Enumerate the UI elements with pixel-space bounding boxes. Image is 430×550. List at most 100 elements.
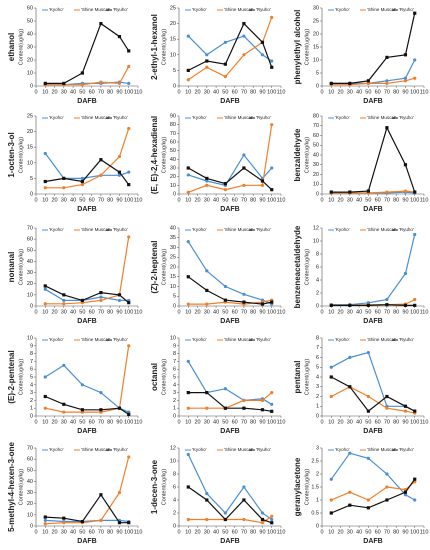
- x-tick-label: 0: [320, 89, 323, 95]
- legend-label: 'Ryuho': [399, 337, 414, 342]
- marker: [80, 176, 84, 180]
- series-line: [188, 22, 273, 71]
- marker: [127, 49, 131, 53]
- marker: [270, 391, 274, 395]
- marker: [117, 173, 122, 177]
- marker: [43, 179, 47, 184]
- series-line: [331, 13, 416, 84]
- y-tick-label: 40: [27, 479, 33, 485]
- marker: [242, 406, 246, 410]
- chart-title: 1-octen-3-ol: [7, 132, 16, 177]
- y-tick-label: 40: [27, 259, 33, 265]
- x-tick-label: 100: [267, 89, 276, 95]
- marker: [186, 166, 190, 170]
- x-tick-label: 20: [194, 89, 200, 95]
- y-tick-label: 40: [170, 225, 176, 231]
- series-line: [44, 364, 129, 413]
- legend-label: 'Ryuho': [113, 115, 128, 120]
- y-tick-label: 0.5: [311, 510, 319, 516]
- series-line: [331, 234, 416, 306]
- marker: [329, 81, 333, 85]
- x-tick-label: 60: [232, 197, 238, 203]
- marker: [403, 189, 408, 193]
- x-tick-label: 10: [42, 197, 48, 203]
- y-tick-label: 2.5: [311, 458, 319, 464]
- x-tick-label: 90: [402, 529, 408, 535]
- chart-title: (E, E)-2,4-hexadienal: [150, 116, 159, 194]
- x-tick-label: 90: [259, 309, 265, 315]
- legend-label: 'Shine Muscat': [81, 115, 110, 120]
- marker: [260, 408, 265, 412]
- marker: [385, 485, 389, 489]
- marker: [80, 183, 84, 187]
- x-tick-label: 110: [134, 529, 143, 535]
- marker: [99, 80, 103, 84]
- marker: [127, 344, 131, 348]
- y-tick-label: 0: [316, 303, 319, 309]
- marker: [348, 385, 352, 389]
- series-line: [331, 77, 415, 86]
- legend-label: 'Shine Muscat': [224, 337, 253, 342]
- y-tick-label: 30: [27, 490, 33, 496]
- chart-title: octanal: [150, 363, 159, 391]
- y-tick-label: 5: [316, 365, 319, 371]
- x-tick-label: 80: [393, 89, 399, 95]
- legend-label: 'Shine Muscat': [367, 115, 396, 120]
- series-line: [187, 486, 272, 524]
- marker: [403, 76, 408, 80]
- x-tick-label: 20: [337, 419, 343, 425]
- x-tick-label: 40: [213, 89, 219, 95]
- x-tick-label: 110: [277, 419, 286, 425]
- marker: [127, 455, 131, 459]
- series-line: [44, 153, 129, 179]
- marker: [260, 179, 265, 183]
- marker: [186, 517, 190, 522]
- marker: [62, 402, 66, 406]
- marker: [62, 176, 66, 180]
- series-line: [45, 345, 130, 413]
- x-tick-label: 40: [356, 529, 362, 535]
- x-tick-label: 60: [89, 309, 95, 315]
- marker: [43, 81, 47, 85]
- y-axis-label: Content(ug/kg): [304, 249, 310, 286]
- x-tick-label: 90: [116, 419, 122, 425]
- x-tick-label: 110: [134, 89, 143, 95]
- marker: [348, 451, 352, 455]
- marker: [385, 498, 389, 502]
- marker: [62, 293, 66, 297]
- x-tick-label: 100: [124, 309, 133, 315]
- series-line: [187, 241, 272, 305]
- marker: [329, 511, 333, 515]
- y-tick-label: 7: [173, 359, 176, 365]
- x-tick-label: 20: [194, 419, 200, 425]
- marker: [270, 409, 274, 413]
- marker: [43, 375, 47, 379]
- marker: [270, 65, 274, 69]
- y-tick-label: 10: [170, 335, 176, 341]
- x-tick-label: 50: [222, 197, 228, 203]
- marker: [80, 179, 84, 184]
- x-tick-label: 110: [277, 529, 286, 535]
- marker: [205, 176, 209, 180]
- y-tick-label: 35: [170, 235, 176, 241]
- marker: [242, 517, 246, 522]
- x-tick-label: 0: [320, 529, 323, 535]
- marker: [186, 452, 190, 457]
- y-axis-label: Content(ug/kg): [304, 469, 310, 506]
- x-tick-label: 10: [328, 309, 334, 315]
- marker: [413, 76, 417, 80]
- marker: [223, 188, 227, 192]
- x-tick-label: 60: [375, 419, 381, 425]
- chart-title: (Z)-2-heptenal: [150, 241, 159, 294]
- x-tick-label: 100: [267, 529, 276, 535]
- marker: [99, 408, 103, 412]
- marker: [403, 53, 408, 57]
- x-tick-label: 80: [393, 309, 399, 315]
- marker: [117, 170, 122, 174]
- marker: [413, 232, 417, 237]
- x-tick-label: 50: [365, 309, 371, 315]
- y-tick-label: 25: [27, 113, 33, 119]
- legend-label: 'Shine Muscat': [367, 227, 396, 232]
- x-tick-label: 80: [250, 529, 256, 535]
- chart-title: nonanal: [7, 252, 16, 283]
